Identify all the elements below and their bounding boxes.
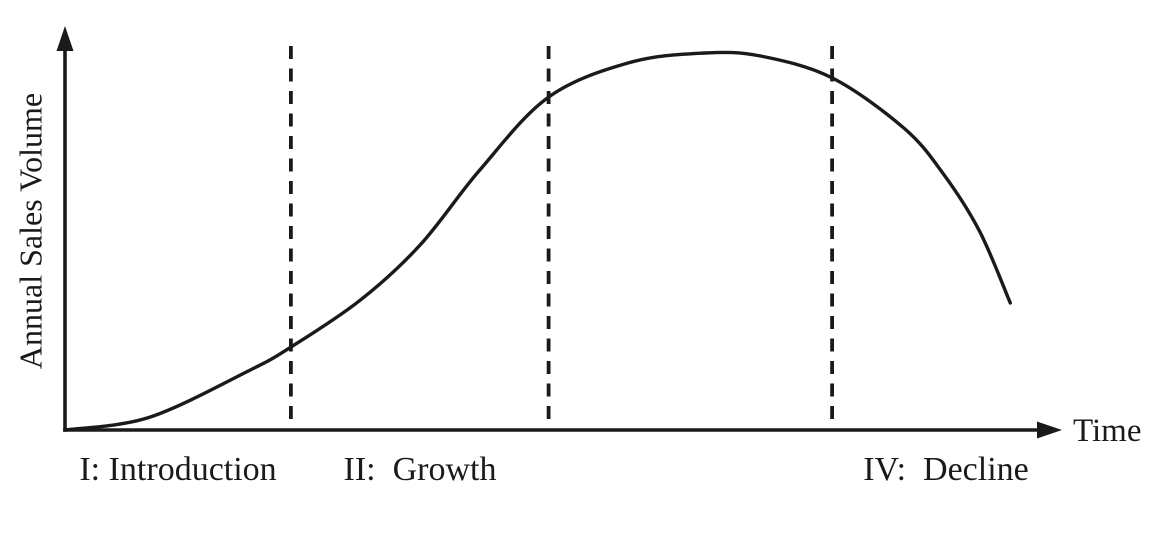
sales-curve [63, 50, 1012, 432]
x-axis-arrowhead [1037, 421, 1062, 439]
phase-label-decline: IV: Decline [863, 451, 1029, 488]
phase-label-growth: II: Growth [343, 451, 497, 488]
phase-label-maturity: III: Maturity or Stabilization [549, 451, 832, 537]
y-axis-label: Annual Sales Volume [12, 92, 49, 370]
x-axis-label: Time [1073, 413, 1142, 449]
y-axis-arrowhead [56, 26, 74, 51]
phase-label-introduction: I: Introduction [79, 451, 277, 488]
